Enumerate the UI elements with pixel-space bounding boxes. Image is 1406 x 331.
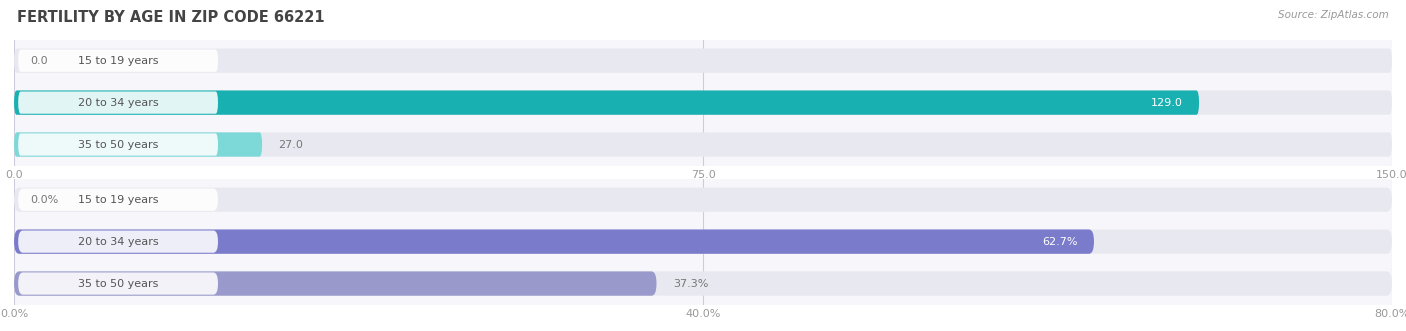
FancyBboxPatch shape <box>18 50 218 72</box>
Text: 35 to 50 years: 35 to 50 years <box>77 279 159 289</box>
Text: 0.0%: 0.0% <box>31 195 59 205</box>
FancyBboxPatch shape <box>18 272 218 295</box>
FancyBboxPatch shape <box>14 132 262 157</box>
FancyBboxPatch shape <box>14 229 1392 254</box>
FancyBboxPatch shape <box>14 90 1199 115</box>
Text: 15 to 19 years: 15 to 19 years <box>77 56 159 66</box>
FancyBboxPatch shape <box>18 133 218 156</box>
Text: 0.0: 0.0 <box>31 56 48 66</box>
Text: 129.0: 129.0 <box>1150 98 1182 108</box>
Text: 62.7%: 62.7% <box>1042 237 1077 247</box>
Text: Source: ZipAtlas.com: Source: ZipAtlas.com <box>1278 10 1389 20</box>
FancyBboxPatch shape <box>14 132 1392 157</box>
FancyBboxPatch shape <box>14 229 1094 254</box>
FancyBboxPatch shape <box>14 188 1392 212</box>
FancyBboxPatch shape <box>14 271 657 296</box>
Text: 35 to 50 years: 35 to 50 years <box>77 140 159 150</box>
FancyBboxPatch shape <box>14 90 1392 115</box>
FancyBboxPatch shape <box>14 271 1392 296</box>
Text: FERTILITY BY AGE IN ZIP CODE 66221: FERTILITY BY AGE IN ZIP CODE 66221 <box>17 10 325 25</box>
FancyBboxPatch shape <box>14 49 1392 73</box>
FancyBboxPatch shape <box>18 91 218 114</box>
FancyBboxPatch shape <box>18 230 218 253</box>
Text: 37.3%: 37.3% <box>673 279 709 289</box>
Text: 27.0: 27.0 <box>278 140 304 150</box>
Text: 15 to 19 years: 15 to 19 years <box>77 195 159 205</box>
Text: 20 to 34 years: 20 to 34 years <box>77 237 159 247</box>
Text: 20 to 34 years: 20 to 34 years <box>77 98 159 108</box>
FancyBboxPatch shape <box>18 189 218 211</box>
